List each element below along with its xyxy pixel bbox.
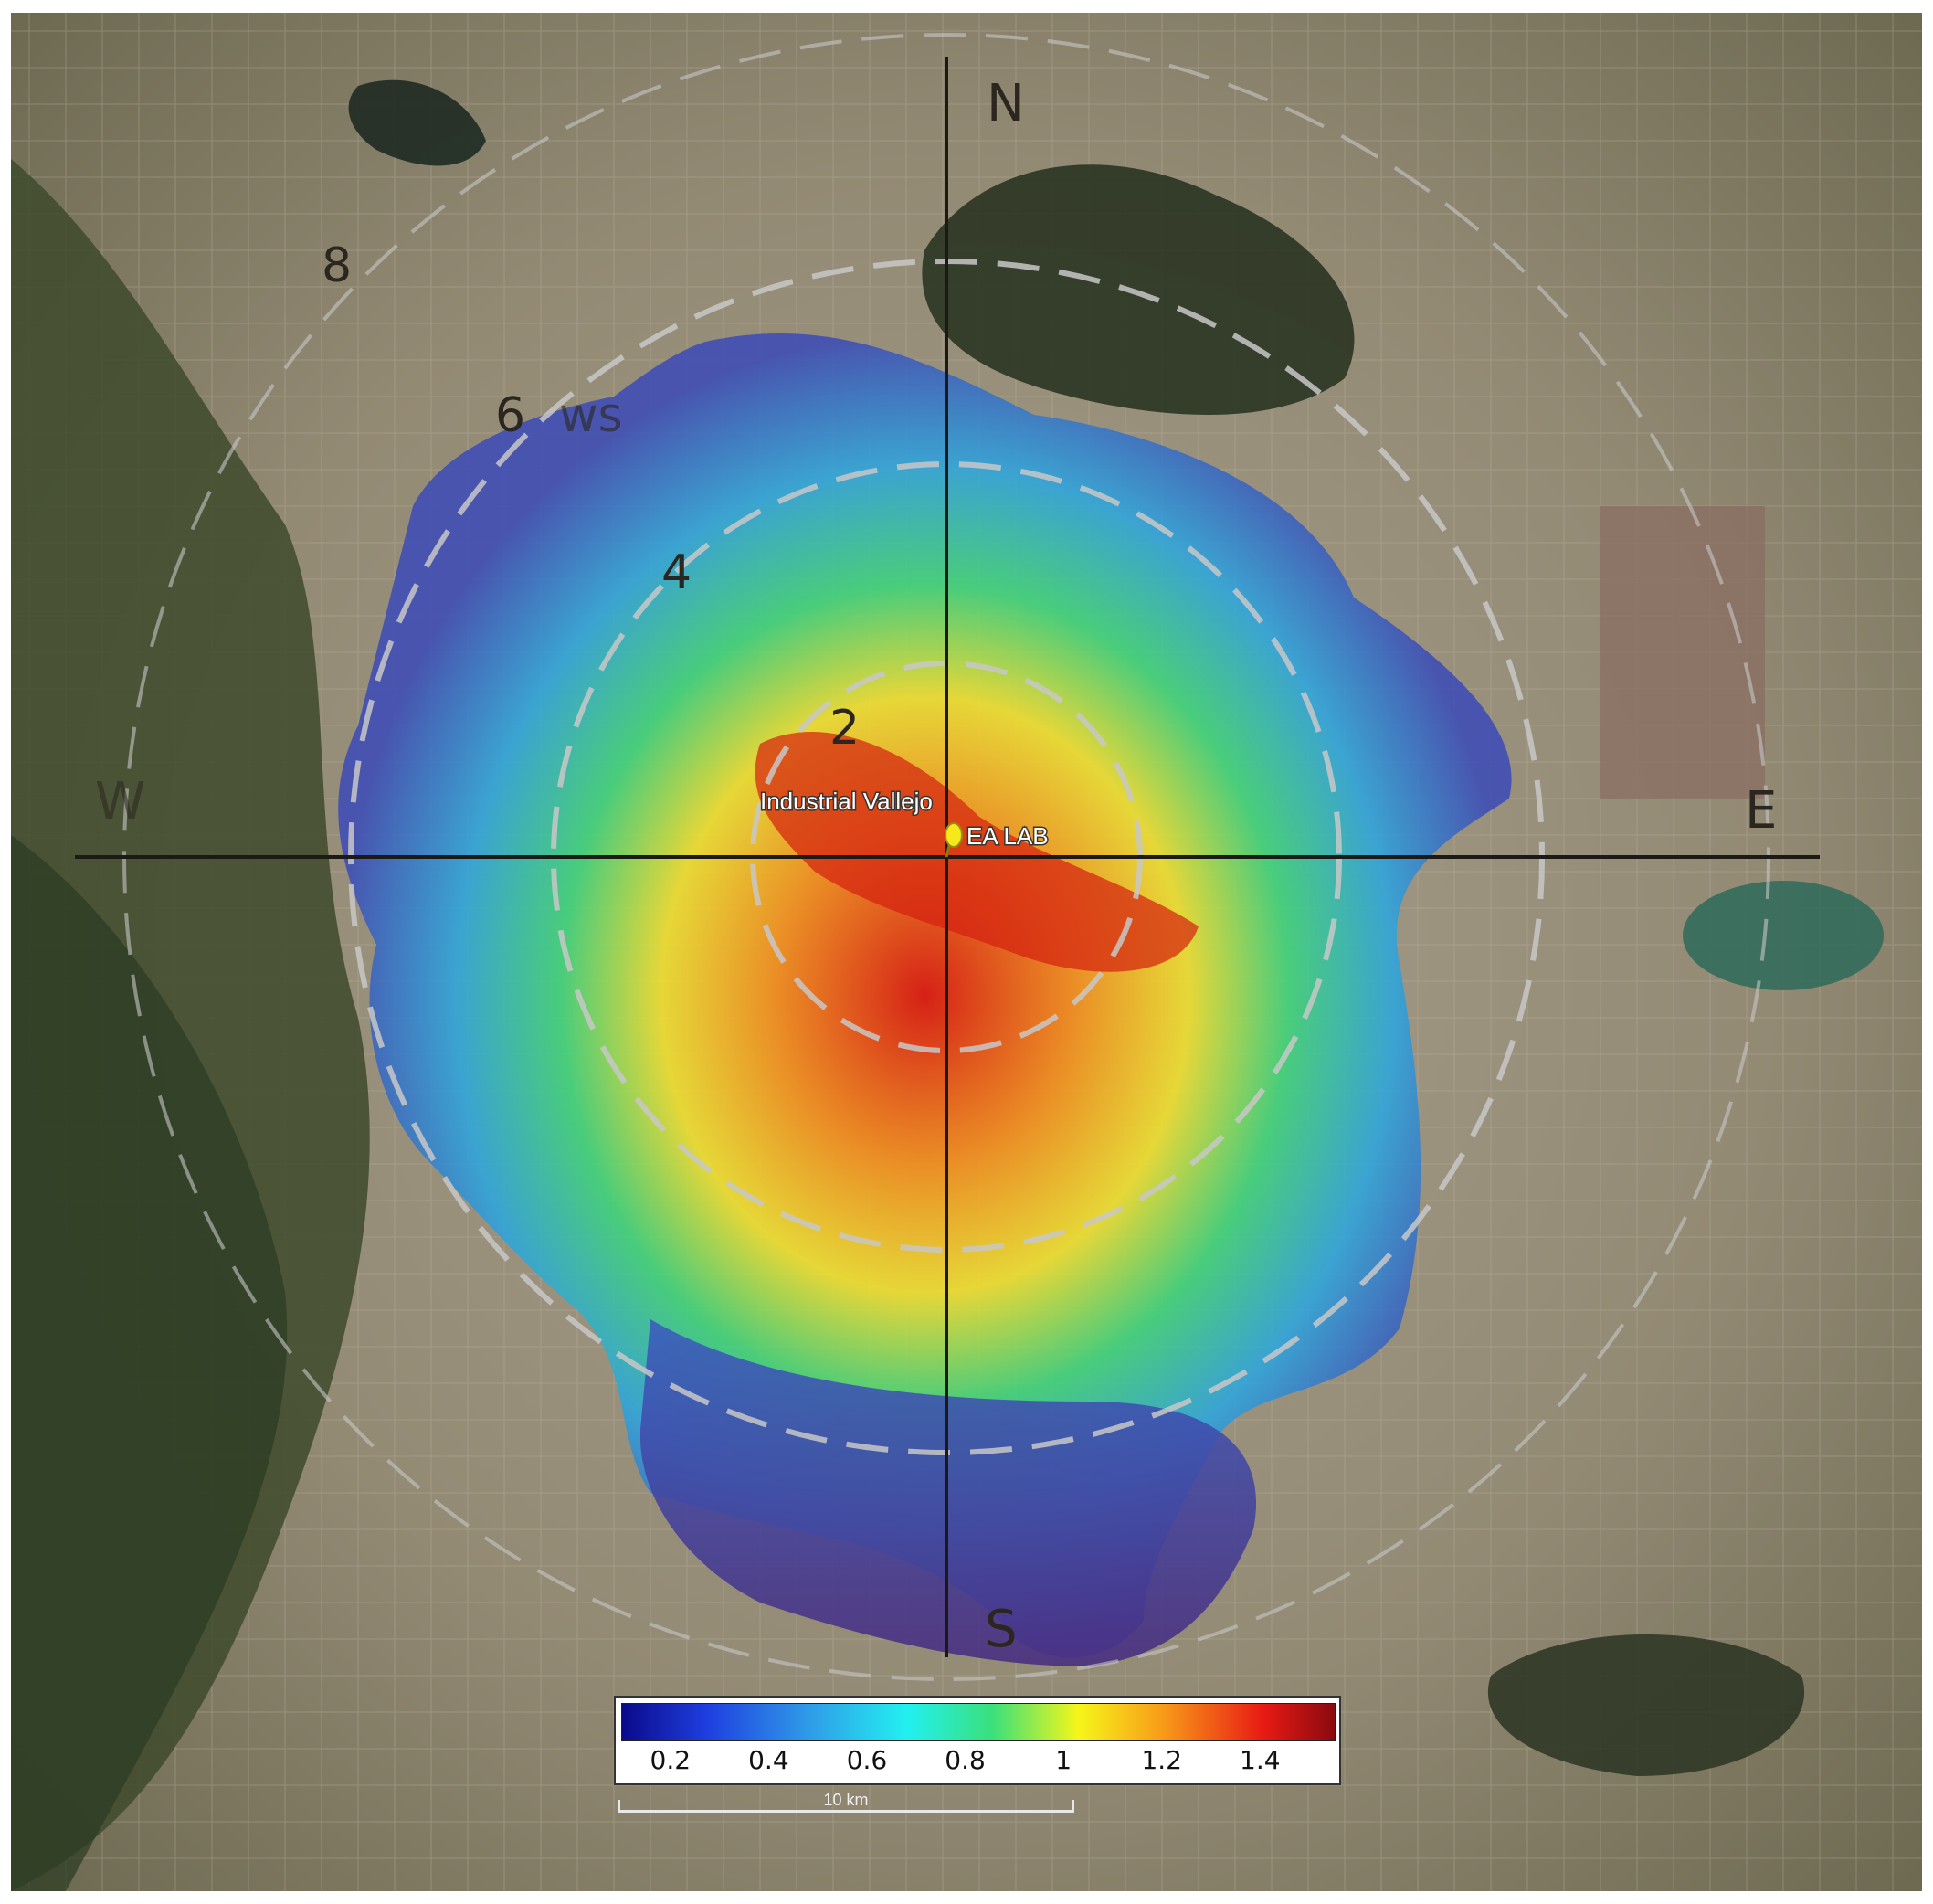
- legend-tick: 0.8: [945, 1745, 986, 1775]
- map-canvas: N S E W 2 4 6 ws 8 Industrial Vallejo EA…: [11, 13, 1922, 1891]
- ring-label-8: 8: [322, 238, 352, 293]
- place-label-industrial-vallejo: Industrial Vallejo: [760, 788, 933, 815]
- color-legend: 0.2 0.4 0.6 0.8 1 1.2 1.4: [614, 1696, 1341, 1785]
- northern-hill: [922, 164, 1355, 415]
- legend-tick: 1.4: [1240, 1745, 1281, 1775]
- compass-north: N: [987, 74, 1025, 133]
- compass-west: W: [95, 772, 145, 831]
- pushpin-icon[interactable]: [945, 822, 963, 858]
- legend-ticks: 0.2 0.4 0.6 0.8 1 1.2 1.4: [621, 1745, 1334, 1778]
- legend-tick: 1: [1055, 1745, 1072, 1775]
- legend-tick: 0.6: [846, 1745, 888, 1775]
- airport: [1600, 506, 1765, 799]
- compass-east: E: [1745, 781, 1777, 841]
- satellite-map[interactable]: N S E W 2 4 6 ws 8 Industrial Vallejo EA…: [11, 13, 1922, 1891]
- ring-label-ws: ws: [559, 388, 623, 443]
- ring-label-2: 2: [829, 701, 860, 756]
- ring-label-4: 4: [661, 545, 692, 600]
- legend-tick: 0.4: [748, 1745, 789, 1775]
- place-label-ea-lab: EA LAB: [966, 822, 1049, 850]
- scale-bar: 10 km: [618, 1791, 1074, 1814]
- scale-label: 10 km: [823, 1791, 869, 1809]
- compass-south: S: [985, 1600, 1018, 1659]
- scale-line: [618, 1800, 1074, 1813]
- lake: [1683, 881, 1884, 990]
- legend-tick: 0.2: [650, 1745, 692, 1775]
- heatmap-overlay: [338, 333, 1512, 1658]
- ring-label-6: 6: [495, 388, 525, 443]
- legend-tick: 1.2: [1141, 1745, 1182, 1775]
- legend-color-bar: [621, 1703, 1336, 1741]
